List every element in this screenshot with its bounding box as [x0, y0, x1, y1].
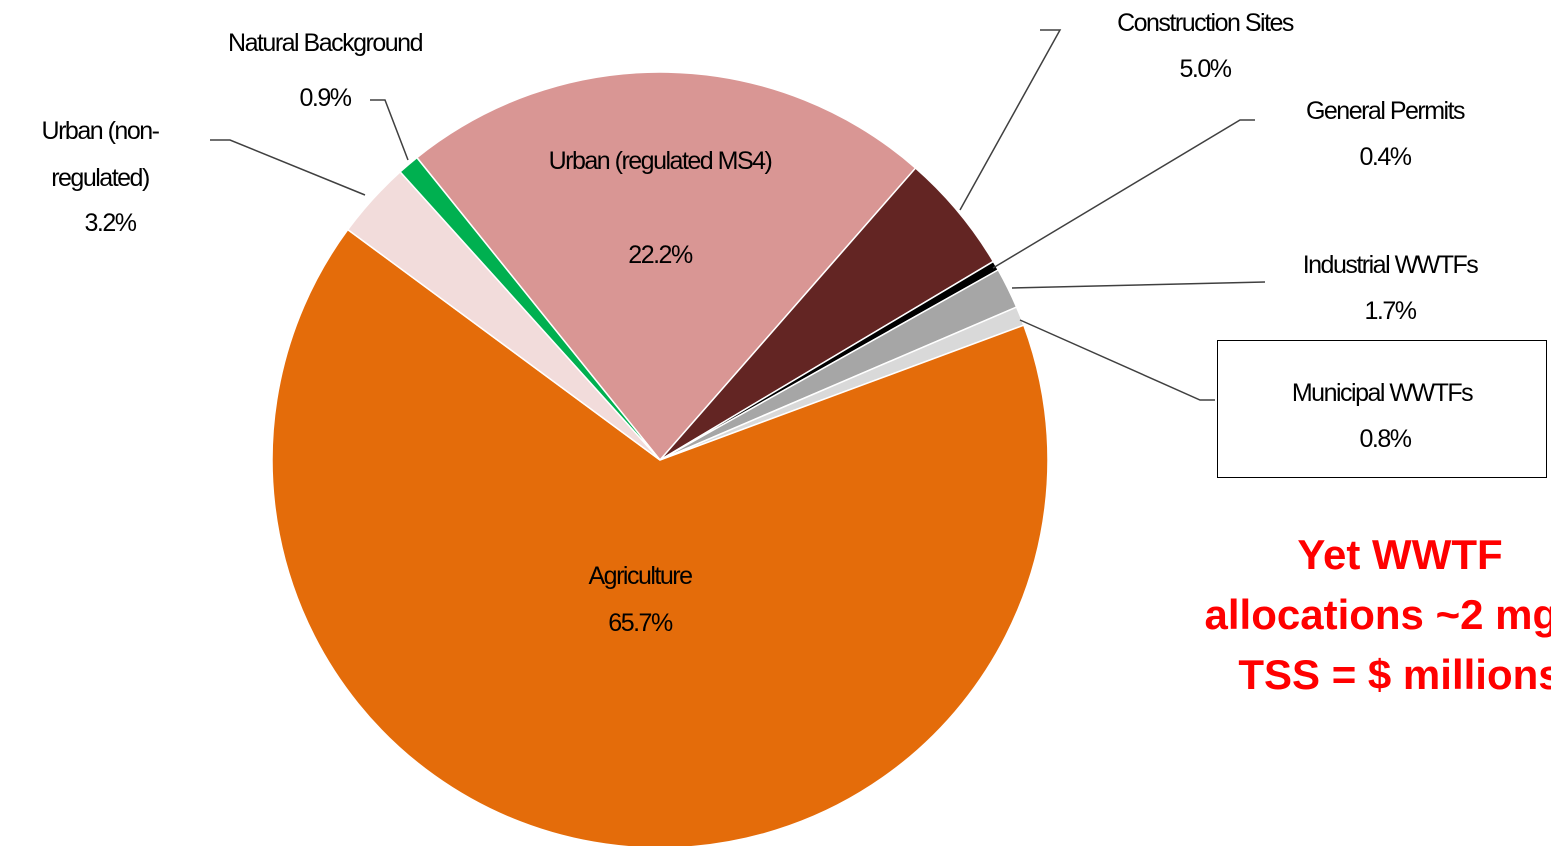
leader-line [370, 99, 409, 161]
slice-value: 0.4% [1359, 143, 1412, 171]
slice-value: 0.8% [1359, 425, 1412, 453]
leader-line [1019, 319, 1215, 401]
annotation: Yet WWTF allocations ~2 mg/L TSS = $ mil… [1204, 531, 1551, 698]
slice-label: Industrial WWTFs [1302, 251, 1479, 279]
leader-line [1011, 281, 1266, 289]
slice-value: 0.9% [299, 84, 352, 112]
slice-value: 65.7% [608, 609, 673, 637]
leader-line [959, 29, 1062, 211]
slice-value: 22.2% [628, 241, 693, 269]
slice-label: Municipal WWTFs [1291, 379, 1474, 407]
slice-value: 1.7% [1364, 297, 1417, 325]
slice-label: Urban (regulated MS4) [548, 147, 773, 175]
slice-label: Construction Sites [1117, 9, 1294, 37]
slice-value: 5.0% [1179, 55, 1232, 83]
pie-slice [399, 156, 661, 461]
slice-label: Urban (non-regulated) [41, 117, 160, 192]
slice-label: General Permits [1305, 97, 1466, 125]
label-box [1217, 340, 1547, 478]
slice-value: 3.2% [84, 209, 137, 237]
leader-line [210, 139, 366, 196]
pie-slice [415, 71, 917, 462]
slice-label: Natural Background [228, 29, 423, 57]
slice-label: Agriculture [588, 562, 694, 590]
leader-line [992, 119, 1255, 269]
pie-slice [271, 228, 1049, 846]
